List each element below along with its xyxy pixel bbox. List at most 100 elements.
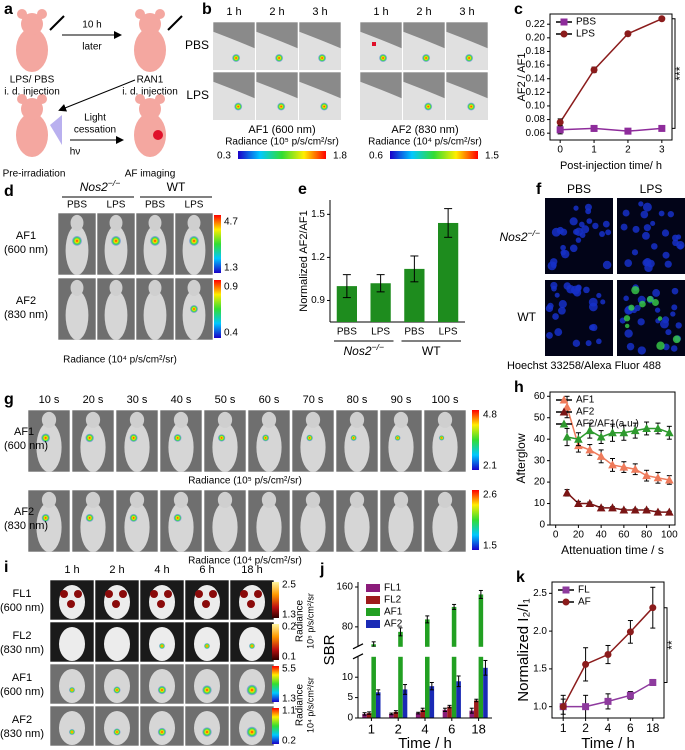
signal <box>105 590 113 598</box>
nucleus <box>652 289 661 297</box>
error-bar <box>342 274 351 299</box>
mouse-head <box>109 279 123 296</box>
signal <box>254 590 262 598</box>
data-point <box>624 30 632 38</box>
error-bar <box>362 712 367 716</box>
panel-label: b <box>202 1 212 18</box>
signal <box>113 728 121 736</box>
data-point <box>585 498 595 508</box>
label: LPS/ PBS <box>10 75 55 86</box>
nucleus <box>545 304 554 313</box>
mouse-leg <box>256 31 298 71</box>
label: 4.8 <box>483 410 497 421</box>
signal <box>202 685 212 695</box>
stain <box>631 286 640 295</box>
mouse-body <box>59 627 85 661</box>
data-point <box>642 505 651 514</box>
signal <box>173 434 182 442</box>
data-point <box>653 507 663 516</box>
data-point <box>590 66 598 74</box>
mouse-head <box>21 98 43 120</box>
mouse-ear <box>17 9 27 19</box>
error-bar <box>456 675 461 688</box>
signal <box>246 726 258 738</box>
signal <box>72 235 82 246</box>
label: 18 h <box>241 564 262 576</box>
label: Light <box>84 113 106 124</box>
y-tick-label: 0.06 <box>526 128 546 139</box>
signal <box>60 590 68 598</box>
signal <box>157 727 167 737</box>
data-point <box>596 432 606 441</box>
label: FL1 <box>13 588 32 600</box>
signal <box>320 102 329 111</box>
nucleus <box>675 322 682 329</box>
data-point <box>596 503 606 512</box>
nucleus <box>546 332 553 339</box>
signal <box>202 727 212 737</box>
signal <box>112 600 120 608</box>
mouse-ear <box>37 94 47 104</box>
x-tick-label: 80 <box>641 530 653 541</box>
label: 4.7 <box>224 217 238 228</box>
nucleus <box>667 210 675 218</box>
signal <box>157 600 165 608</box>
label: LPS <box>107 200 126 211</box>
data-point <box>642 471 651 480</box>
label: 6 h <box>199 564 214 576</box>
label: Radiance <box>295 599 306 642</box>
legend-marker <box>560 18 568 26</box>
legend-label: AF2 <box>384 619 403 630</box>
y-tick-label: 0 <box>539 520 545 531</box>
nucleus <box>642 231 650 240</box>
label: (830 nm) <box>4 309 48 321</box>
panel-label: d <box>4 183 14 200</box>
data-point <box>653 423 663 432</box>
mouse-head <box>349 411 365 428</box>
nucleus <box>605 229 612 236</box>
signal <box>74 590 82 598</box>
y-tick-label: 0.18 <box>526 46 546 57</box>
label: 1 h <box>373 6 388 18</box>
mouse-head <box>261 491 277 508</box>
stain <box>657 316 663 321</box>
label: WT <box>422 344 441 358</box>
x-axis-label: Post-injection time/ h <box>560 160 662 172</box>
panel-label: c <box>514 1 523 18</box>
mouse-body <box>104 225 128 275</box>
nucleus <box>585 340 592 347</box>
label: Pre-irradiation <box>3 169 66 180</box>
nucleus <box>626 342 635 351</box>
nucleus <box>638 201 644 207</box>
mouse-head <box>109 214 123 231</box>
panel-label: g <box>4 391 14 408</box>
mouse-body <box>59 669 85 703</box>
label: 0.9 <box>224 282 238 293</box>
nucleus <box>670 311 676 317</box>
y-tick-label: 0.10 <box>526 101 546 112</box>
signal <box>240 590 248 598</box>
signal <box>202 600 210 608</box>
y-tick-label: 160 <box>336 582 353 593</box>
legend-swatch <box>366 584 380 592</box>
nucleus <box>569 244 578 253</box>
nucleus <box>631 249 639 256</box>
mouse-body <box>36 502 62 552</box>
legend-label: AF1 <box>576 395 595 406</box>
label: 10⁴ p/s/cm²/sr <box>305 677 315 733</box>
error-bar <box>376 274 385 293</box>
label: Hoechst 33258/ <box>507 360 585 372</box>
mouse-body <box>432 422 458 473</box>
bar <box>442 709 448 718</box>
mouse-leg <box>446 81 488 120</box>
label: WT <box>167 180 186 194</box>
data-point <box>596 451 606 460</box>
mouse-head <box>148 214 162 231</box>
nucleus <box>561 249 570 259</box>
nucleus <box>658 210 665 217</box>
y-axis-label: Normalized AF2/AF1 <box>298 210 310 311</box>
mouse-body <box>182 290 206 341</box>
label: 0.2 <box>282 736 296 747</box>
nucleus <box>588 302 598 312</box>
legend-label: AF <box>578 597 591 608</box>
